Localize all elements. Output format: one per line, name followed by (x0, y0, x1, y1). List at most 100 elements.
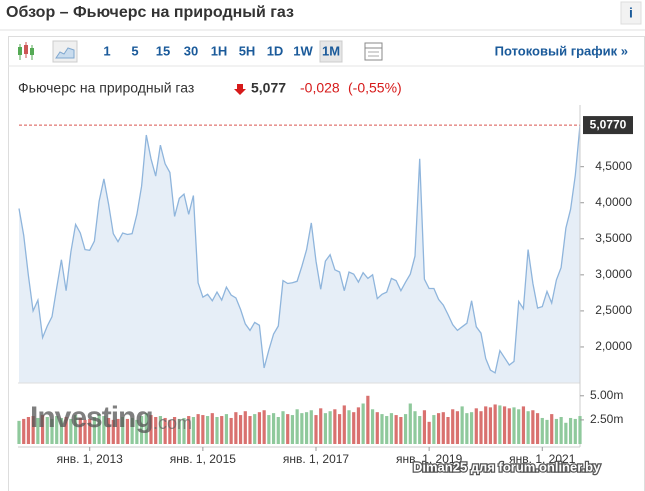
volume-bar (116, 418, 120, 444)
info-icon[interactable]: i (629, 5, 633, 21)
volume-bar (370, 409, 375, 444)
volume-bar (276, 417, 280, 444)
volume-bar (290, 415, 295, 444)
volume-bar (366, 395, 370, 444)
volume-bar (17, 420, 21, 444)
volume-bar (243, 411, 247, 444)
volume-bar (441, 412, 445, 444)
volume-bar (55, 416, 59, 444)
volume-bar (484, 406, 488, 444)
volume-bar (578, 416, 582, 444)
volume-bar (337, 414, 342, 444)
volume-bar (121, 417, 125, 444)
x-tick-label: янв. 1, 2017 (283, 452, 350, 466)
streaming-link[interactable]: Потоковый график » (495, 43, 628, 58)
volume-bar (375, 412, 379, 444)
volume-bar (220, 416, 224, 444)
interval-selected[interactable] (319, 40, 343, 63)
volume-bar (172, 417, 177, 444)
interval-button[interactable]: 1M (322, 43, 340, 58)
volume-bar (300, 413, 304, 444)
volume-bar (323, 413, 328, 444)
volume-bar (568, 417, 573, 444)
volume-bar (314, 415, 318, 444)
quote-last: 5,077 (251, 80, 286, 96)
volume-bar (465, 413, 469, 444)
volume-bar (436, 413, 441, 444)
volume-bar (347, 410, 351, 444)
quote-change-percent: (-0,55%) (348, 80, 402, 96)
volume-bar (182, 417, 186, 444)
volume-bar (210, 413, 214, 444)
price-line (18, 125, 581, 374)
interval-button[interactable]: 1H (211, 43, 228, 58)
area-icon[interactable] (52, 40, 78, 63)
volume-bar (418, 416, 422, 444)
volume-bar (498, 405, 502, 444)
volume-bar (83, 419, 87, 444)
volume-bar (432, 415, 436, 444)
interval-button[interactable]: 5H (239, 43, 256, 58)
volume-bar (234, 412, 238, 444)
volume-bar (69, 418, 73, 444)
interval-button[interactable]: 15 (156, 43, 170, 58)
volume-bar (550, 414, 554, 444)
y-tick-label: 4,5000 (595, 159, 632, 173)
volume-bar (205, 416, 210, 444)
y-tick-label: 3,5000 (595, 231, 632, 245)
volume-bar (177, 418, 181, 444)
volume-bar (451, 409, 455, 444)
volume-bar (488, 407, 493, 444)
volume-bar (50, 418, 54, 444)
volume-bar (73, 415, 78, 444)
interval-button[interactable]: 5 (131, 43, 138, 58)
interval-bar: 1 5 15 30 1H 5H 1D 1W 1M (103, 40, 343, 63)
watermark-logo-suffix: .com (153, 413, 192, 433)
volume-bar (427, 421, 431, 444)
y-tick-label: 2,0000 (595, 339, 632, 353)
price-area (19, 125, 580, 383)
candle-icon[interactable] (18, 42, 34, 60)
volume-bar (540, 417, 544, 444)
volume-bar (319, 408, 323, 444)
volume-bar (64, 417, 68, 444)
volume-bar (135, 419, 139, 444)
x-tick-label: янв. 1, 2013 (57, 452, 124, 466)
volume-bar (564, 422, 568, 444)
volume-bar (512, 407, 516, 444)
volume-bar (149, 415, 153, 444)
volume-bar (399, 417, 403, 444)
volume-bar (36, 417, 40, 444)
volume-bar (139, 416, 144, 444)
quote-change: -0,028 (300, 80, 340, 96)
volume-bar (229, 417, 233, 444)
volume-bar (413, 411, 417, 444)
volume-bar (535, 413, 540, 444)
y-tick-label: 3,0000 (595, 267, 632, 281)
volume-bar (45, 417, 49, 444)
volume-bar (59, 417, 64, 444)
interval-button[interactable]: 1 (103, 43, 110, 58)
volume-bar (479, 411, 483, 444)
last-price-box (583, 116, 633, 135)
volume-bar (196, 414, 200, 444)
volume-bar (102, 416, 106, 444)
volume-bar (262, 410, 266, 444)
interval-button[interactable]: 1W (293, 43, 313, 58)
volume-bar (286, 414, 290, 444)
volume-bar (26, 417, 31, 444)
volume-bar (474, 408, 478, 444)
interval-button[interactable]: 1D (267, 43, 284, 58)
volume-bar (144, 413, 148, 444)
info-button[interactable] (620, 1, 642, 25)
volume-bar (191, 417, 196, 444)
volume-bar (356, 407, 361, 444)
panel-icon[interactable] (364, 42, 383, 61)
interval-button[interactable]: 30 (184, 43, 198, 58)
volume-bar (422, 410, 427, 444)
volume-bar (163, 417, 167, 444)
volume-bar (361, 403, 365, 444)
volume-y-tick-label: 2.50m (590, 412, 623, 426)
